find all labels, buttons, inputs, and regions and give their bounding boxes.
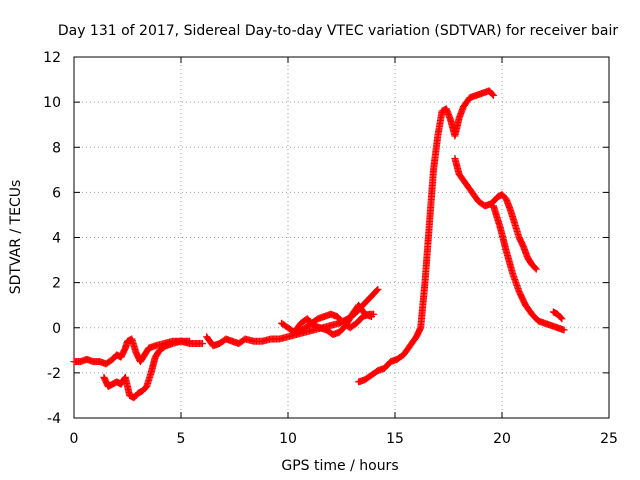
series-track-9 <box>549 308 566 323</box>
series-track-8 <box>489 202 568 334</box>
series-track-2 <box>100 337 194 402</box>
y-tick-label: 4 <box>52 231 61 247</box>
data-point <box>532 265 540 273</box>
data-point <box>373 287 381 295</box>
series-track-3 <box>203 285 382 350</box>
x-tick-label: 20 <box>493 431 511 447</box>
data-point <box>558 315 566 323</box>
y-tick-label: 12 <box>43 50 61 66</box>
data-point <box>198 340 206 348</box>
x-tick-label: 25 <box>600 431 618 447</box>
data-point <box>186 337 194 345</box>
data-point <box>489 91 497 99</box>
data-point <box>370 310 378 318</box>
y-tick-label: 8 <box>52 140 61 156</box>
y-tick-label: 2 <box>52 276 61 292</box>
x-tick-label: 10 <box>279 431 297 447</box>
y-tick-label: -4 <box>47 411 61 427</box>
y-tick-label: 10 <box>43 95 61 111</box>
x-tick-label: 5 <box>177 431 186 447</box>
x-tick-label: 15 <box>386 431 404 447</box>
x-tick-label: 0 <box>70 431 79 447</box>
y-tick-label: -2 <box>47 366 61 382</box>
data-point <box>557 314 565 322</box>
chart-title: Day 131 of 2017, Sidereal Day-to-day VTE… <box>58 23 619 39</box>
series-track-5 <box>295 310 378 336</box>
y-axis-label: SDTVAR / TECUs <box>8 180 24 295</box>
axis-ticks: 0 5 10 15 20 25 -4 -2 0 2 4 6 8 10 12 <box>43 50 618 447</box>
data-point <box>374 285 382 293</box>
x-axis-label: GPS time / hours <box>281 458 398 474</box>
y-tick-label: 0 <box>52 321 61 337</box>
data-point <box>560 326 568 334</box>
data-points <box>70 87 568 402</box>
series-track-6 <box>355 87 497 386</box>
y-tick-label: 6 <box>52 185 61 201</box>
data-point <box>531 264 539 272</box>
data-point <box>488 90 496 98</box>
